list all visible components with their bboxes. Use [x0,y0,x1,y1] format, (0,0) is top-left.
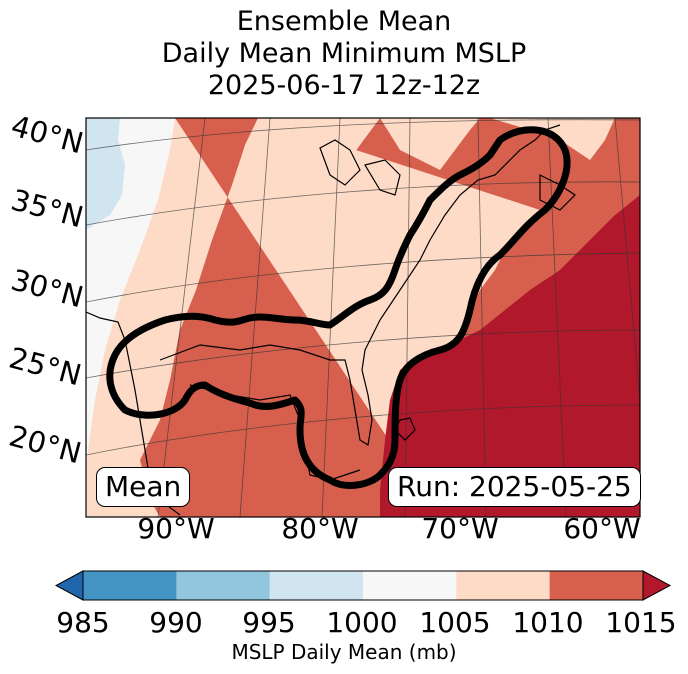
title-line-2: Daily Mean Minimum MSLP [161,38,527,69]
colorbar-tick-1005: 1005 [419,606,491,639]
colorbar-extend-low [54,570,84,601]
colorbar-label: MSLP Daily Mean (mb) [231,640,457,664]
map-frame [85,117,641,518]
lon-label-60: 60°W [563,512,641,545]
colorbar-segment-0 [83,571,177,600]
colorbar-segment-3 [363,571,457,600]
colorbar-tick-995: 995 [242,606,296,639]
pressure-band-coastal-1005-1010 [258,118,380,200]
pressure-band-above-1015 [380,195,640,517]
colorbar-tick-990: 990 [149,606,203,639]
lon-label-70: 70°W [421,512,499,545]
colorbar-tick-985: 985 [56,606,110,639]
lon-label-80: 80°W [281,512,359,545]
mean-contour-line [106,126,571,489]
mean-label-box: Mean [96,467,191,507]
colorbar-extend-high [642,570,672,601]
lon-label-90: 90°W [137,512,215,545]
colorbar-segment-4 [456,571,551,600]
run-label-box: Run: 2025-05-25 [388,467,641,507]
title-line-1: Ensemble Mean [236,6,452,37]
colorbar-tick-1015: 1015 [605,606,677,639]
pressure-band-ne-1005-1010 [490,118,615,160]
colorbar-tick-1000: 1000 [326,606,398,639]
colorbar-segment-1 [176,571,271,600]
title-line-3: 2025-06-17 12z-12z [207,70,481,101]
colorbar-segment-5 [549,571,644,600]
colorbar-segment-2 [269,571,364,600]
colorbar-tick-1010: 1010 [512,606,584,639]
